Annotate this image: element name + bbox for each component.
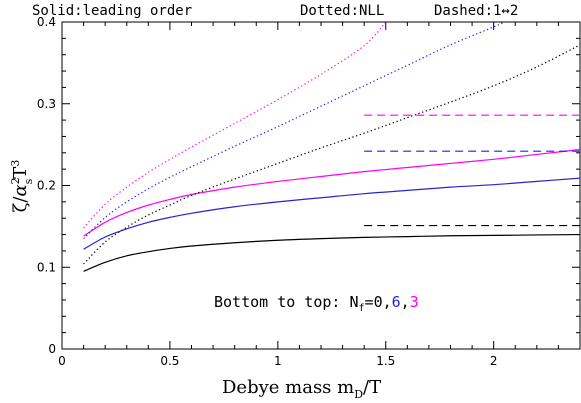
y-title-zeta: ζ: [10, 202, 31, 212]
axis-ticks: [61, 21, 581, 350]
series-dotted-nf6: [83, 21, 505, 240]
y-axis-title: ζ/α2sT3: [9, 160, 35, 213]
annot-v2: 3: [410, 293, 419, 311]
y-title-alpha-sub: s: [22, 178, 35, 184]
x-tick-label: 0: [58, 354, 66, 368]
y-tick-label: 0.4: [37, 15, 56, 29]
y-tick-label: 0.2: [37, 179, 56, 193]
y-title-slash: /: [10, 196, 31, 203]
annot-v0: 0: [374, 293, 383, 311]
y-title-alpha-sup: 2: [9, 177, 22, 184]
x-title-tail: /T: [363, 377, 381, 398]
y-title-T-sup: 3: [9, 160, 22, 167]
x-tick-label: 1: [274, 354, 282, 368]
series-dotted-nf3: [83, 21, 387, 229]
annot-prefix: Bottom to top: N: [214, 293, 359, 311]
legend-dotted-text: Dotted:NLL: [300, 3, 384, 19]
annot-eq: =: [365, 293, 374, 311]
x-title-sub: D: [354, 388, 363, 401]
data-curves: [83, 21, 581, 272]
series-solid-nf6: [83, 177, 581, 250]
x-axis-title: Debye mass mD/T: [222, 377, 381, 401]
y-title-alpha: α: [10, 184, 31, 196]
annot-v1: 6: [392, 293, 401, 311]
series-dotted-nf0: [83, 44, 581, 265]
x-tick-label: 2: [490, 354, 498, 368]
y-tick-label: 0.3: [37, 97, 56, 111]
nf-annotation: Bottom to top: Nf=0,6,3: [214, 293, 419, 314]
annot-c2: ,: [401, 293, 410, 311]
x-tick-label: 1.5: [376, 354, 395, 368]
legend-dashed-text: Dashed:1↔2: [434, 3, 518, 19]
y-tick-label: 0.1: [37, 260, 56, 274]
annot-sub: f: [359, 303, 365, 314]
y-tick-label: 0: [48, 342, 56, 356]
x-title-main: Debye mass m: [222, 377, 354, 398]
x-tick-label: 0.5: [160, 354, 179, 368]
annot-c1: ,: [383, 293, 392, 311]
series-solid-nf0: [83, 233, 581, 272]
axis-tick-labels: 0 0.5 1 1.5 2 0 0.1 0.2 0.3 0.4: [37, 15, 498, 368]
series-solid-nf3: [83, 148, 581, 237]
legend-solid-text: Solid:leading order: [32, 3, 192, 19]
y-title-T: T: [10, 167, 31, 179]
